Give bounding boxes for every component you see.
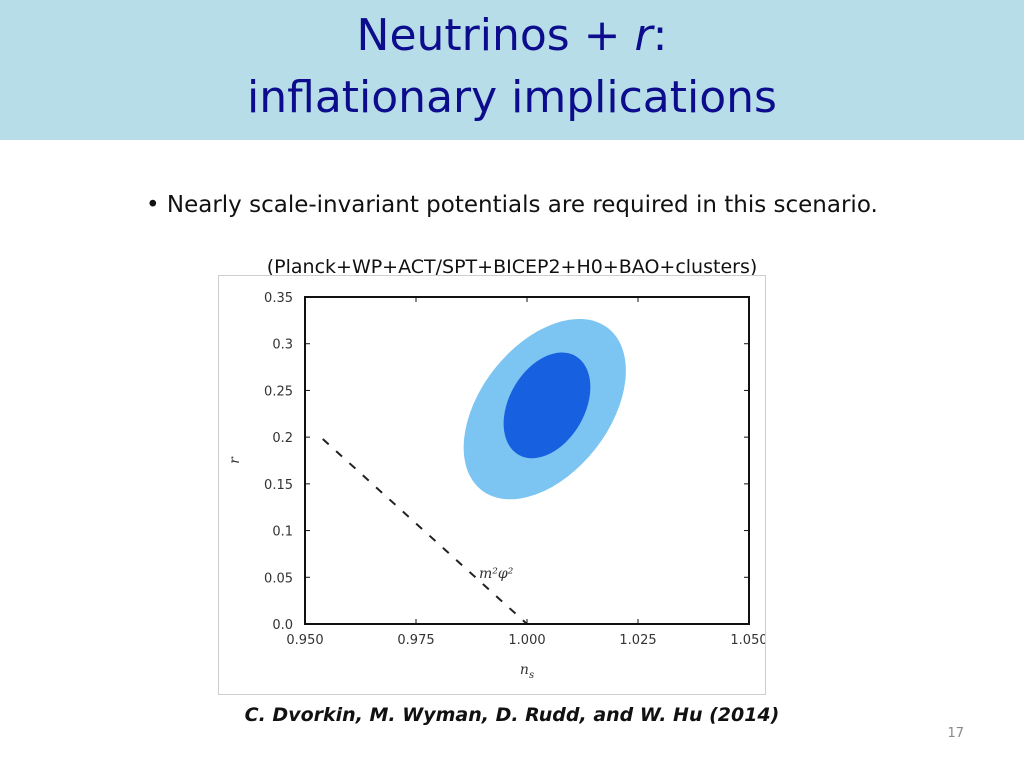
- y-tick-label: 0.1: [272, 525, 293, 540]
- citation: C. Dvorkin, M. Wyman, D. Rudd, and W. Hu…: [244, 704, 780, 726]
- x-tick-label: 0.950: [286, 633, 323, 648]
- y-tick-label: 0.35: [264, 291, 293, 306]
- contour-chart: m²φ² 0.950 0.975 1.000 1.025 1.050 0.0 0.05 0.1 0…: [227, 291, 765, 681]
- x-tick-label: 1.025: [619, 633, 656, 648]
- title-band: [0, 0, 1024, 140]
- title-colon: :: [652, 10, 668, 61]
- x-tick-label: 1.000: [508, 633, 545, 648]
- y-axis-label: r: [227, 456, 243, 464]
- slide-title-line1: Neutrinos + r:: [0, 6, 1024, 66]
- model-line-label: m²φ²: [479, 566, 514, 582]
- x-tick-label: 1.050: [730, 633, 765, 648]
- x-tick-label: 0.975: [397, 633, 434, 648]
- y-tick-label: 0.15: [264, 478, 293, 493]
- y-tick-label: 0.3: [272, 338, 293, 353]
- title-prefix: Neutrinos +: [356, 10, 635, 61]
- y-tick-label: 0.05: [264, 571, 293, 586]
- contour-68pct: [503, 352, 591, 459]
- y-tick-label: 0.0: [272, 618, 293, 633]
- title-r: r: [634, 10, 653, 61]
- x-axis-label: ns: [520, 662, 534, 681]
- chart-frame: m²φ² 0.950 0.975 1.000 1.025 1.050 0.0 0.05 0.1 0…: [218, 275, 766, 695]
- slide-title-line2: inflationary implications: [247, 72, 777, 123]
- page-number: 17: [947, 726, 964, 741]
- dataset-label: (Planck+WP+ACT/SPT+BICEP2+H0+BAO+cluster…: [266, 256, 758, 278]
- bullet-text: • Nearly scale-invariant potentials are …: [146, 192, 878, 218]
- y-tick-label: 0.25: [264, 384, 293, 399]
- y-tick-label: 0.2: [272, 431, 293, 446]
